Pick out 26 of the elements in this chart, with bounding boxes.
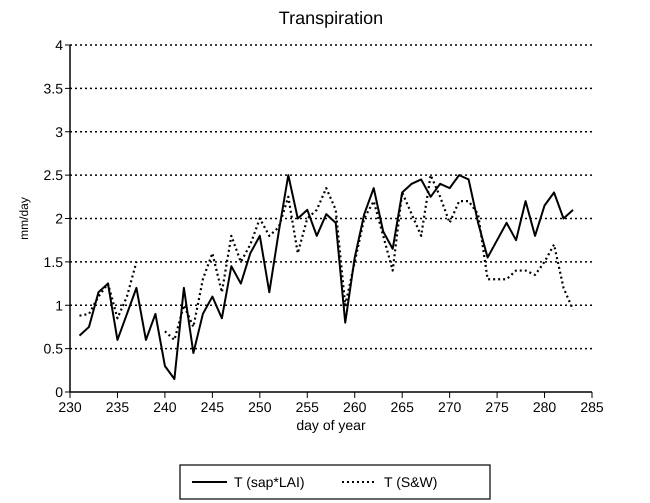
- x-tick-label: 245: [200, 399, 224, 415]
- y-tick-label: 1: [55, 297, 64, 314]
- x-axis-title: day of year: [296, 417, 366, 433]
- y-tick-label: 4: [55, 37, 64, 53]
- x-tick-label: 250: [248, 399, 272, 415]
- x-tick-label: 260: [343, 399, 367, 415]
- x-tick-label: 270: [438, 399, 462, 415]
- x-tick-label: 280: [532, 399, 556, 415]
- y-tick-label: 3.5: [44, 80, 64, 96]
- x-tick-label: 240: [153, 399, 177, 415]
- chart-title: Transpiration: [278, 8, 384, 28]
- x-tick-label: 265: [390, 399, 414, 415]
- x-tick-label: 255: [296, 399, 320, 415]
- x-tick-label: 285: [580, 399, 604, 415]
- x-tick-label: 230: [58, 399, 82, 415]
- y-tick-label: 3: [55, 124, 64, 140]
- y-tick-label: 0.5: [44, 340, 64, 357]
- y-tick-label: 2: [55, 210, 64, 226]
- y-tick-label: 2.5: [44, 167, 64, 184]
- x-tick-label: 235: [106, 399, 130, 415]
- y-tick-label: 0: [55, 384, 64, 400]
- x-tick-label: 275: [485, 399, 509, 415]
- legend-label: T (sap*LAI): [234, 474, 305, 490]
- legend-label: T (S&W): [384, 474, 438, 490]
- y-axis-title: mm/day: [17, 197, 31, 240]
- y-tick-label: 1.5: [44, 254, 64, 270]
